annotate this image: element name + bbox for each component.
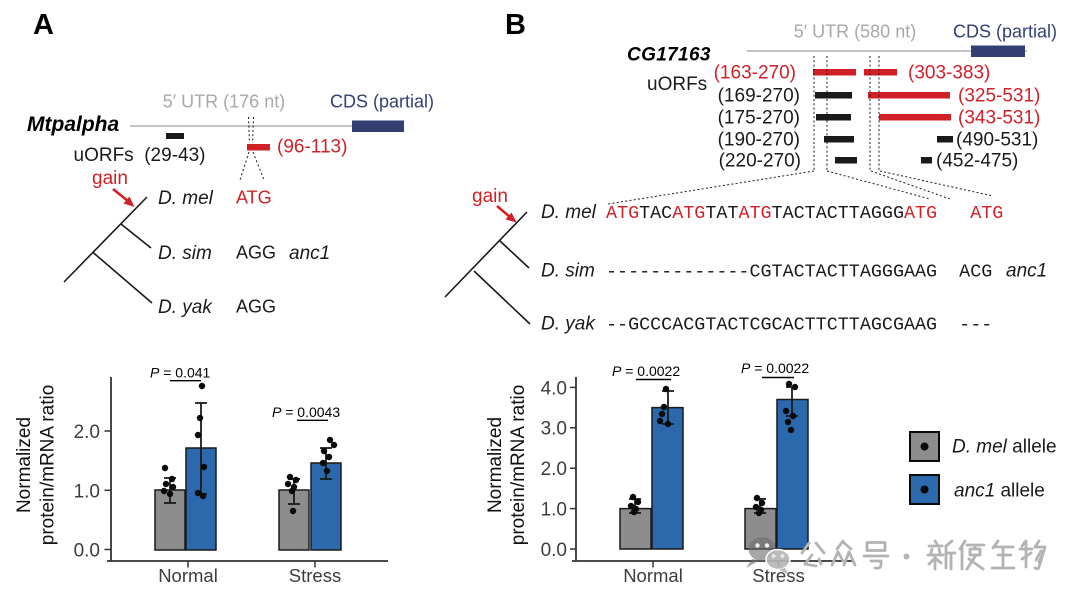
svg-text:uORFs (29-43): uORFs (29-43) (74, 145, 206, 166)
svg-text:--GCCCACGTACTCGCACTTCTTAGCGAAG: --GCCCACGTACTCGCACTTCTTAGCGAAG --- (606, 315, 992, 336)
svg-text:AGG: AGG (236, 243, 276, 263)
svg-text:0.0: 0.0 (541, 540, 567, 561)
svg-text:protein/mRNA ratio: protein/mRNA ratio (38, 385, 59, 546)
svg-text:D. mel: D. mel (541, 202, 597, 223)
svg-text:(343-531): (343-531) (958, 108, 1040, 129)
svg-text:(220-270): (220-270) (719, 151, 801, 172)
svg-text:5′ UTR (580 nt): 5′ UTR (580 nt) (794, 22, 916, 42)
svg-text:gain: gain (472, 186, 508, 207)
svg-text:ATG: ATG (236, 188, 272, 208)
svg-text:P = 0.0022: P = 0.0022 (741, 360, 809, 376)
svg-text:anc1 allele: anc1 allele (954, 481, 1045, 502)
svg-text:ATGTACATGTATATGTACTACTTAGGGATG: ATGTACATGTATATGTACTACTTAGGGATG ATG (606, 203, 1003, 224)
svg-text:Stress: Stress (289, 565, 341, 586)
svg-text:(96-113): (96-113) (277, 137, 347, 158)
svg-text:Mtpalpha: Mtpalpha (27, 113, 119, 136)
svg-text:CDS (partial): CDS (partial) (953, 22, 1057, 42)
svg-text:(325-531): (325-531) (958, 86, 1040, 107)
svg-text:1.0: 1.0 (541, 500, 567, 521)
svg-text:(303-383): (303-383) (908, 63, 990, 84)
svg-text:CG17163: CG17163 (627, 45, 711, 66)
svg-text:3.0: 3.0 (541, 419, 567, 440)
svg-text:(452-475): (452-475) (936, 151, 1018, 172)
svg-text:protein/mRNA ratio: protein/mRNA ratio (508, 385, 529, 546)
svg-text:Normalized: Normalized (485, 417, 506, 513)
svg-text:gain: gain (92, 168, 128, 189)
svg-text:(163-270): (163-270) (714, 63, 796, 84)
svg-text:CDS (partial): CDS (partial) (330, 92, 434, 112)
svg-text:P = 0.041: P = 0.041 (150, 365, 211, 381)
svg-text:D. yak: D. yak (158, 297, 213, 318)
svg-text:D. mel: D. mel (158, 188, 214, 209)
svg-text:A: A (33, 9, 54, 41)
svg-text:B: B (505, 9, 526, 41)
svg-text:Normalized: Normalized (14, 417, 35, 513)
svg-text:D. sim: D. sim (158, 243, 212, 264)
svg-text:Normal: Normal (158, 565, 218, 586)
svg-text:D. sim: D. sim (541, 261, 595, 282)
svg-text:4.0: 4.0 (541, 378, 567, 399)
svg-text:(169-270): (169-270) (718, 86, 800, 107)
svg-text:P = 0.0043: P = 0.0043 (272, 404, 340, 420)
svg-text:2.0: 2.0 (541, 459, 567, 480)
svg-text:(190-270): (190-270) (718, 130, 800, 151)
svg-text:anc1: anc1 (1006, 261, 1047, 282)
svg-text:uORFs: uORFs (647, 74, 707, 95)
svg-text:5′ UTR (176 nt): 5′ UTR (176 nt) (163, 92, 285, 112)
svg-text:D. mel allele: D. mel allele (952, 437, 1057, 458)
svg-text:(490-531): (490-531) (956, 130, 1038, 151)
svg-text:D. yak: D. yak (541, 314, 596, 335)
svg-text:-------------CGTACTACTTAGGGAAG: -------------CGTACTACTTAGGGAAG ACG (606, 262, 992, 283)
svg-text:AGG: AGG (236, 297, 276, 317)
svg-text:(175-270): (175-270) (718, 108, 800, 129)
svg-text:Normal: Normal (623, 565, 683, 586)
svg-text:P = 0.0022: P = 0.0022 (612, 363, 680, 379)
svg-text:anc1: anc1 (289, 243, 330, 264)
svg-text:1.0: 1.0 (74, 481, 100, 502)
svg-text:2.0: 2.0 (74, 422, 100, 443)
svg-text:Stress: Stress (752, 565, 804, 586)
svg-text:0.0: 0.0 (74, 541, 100, 562)
